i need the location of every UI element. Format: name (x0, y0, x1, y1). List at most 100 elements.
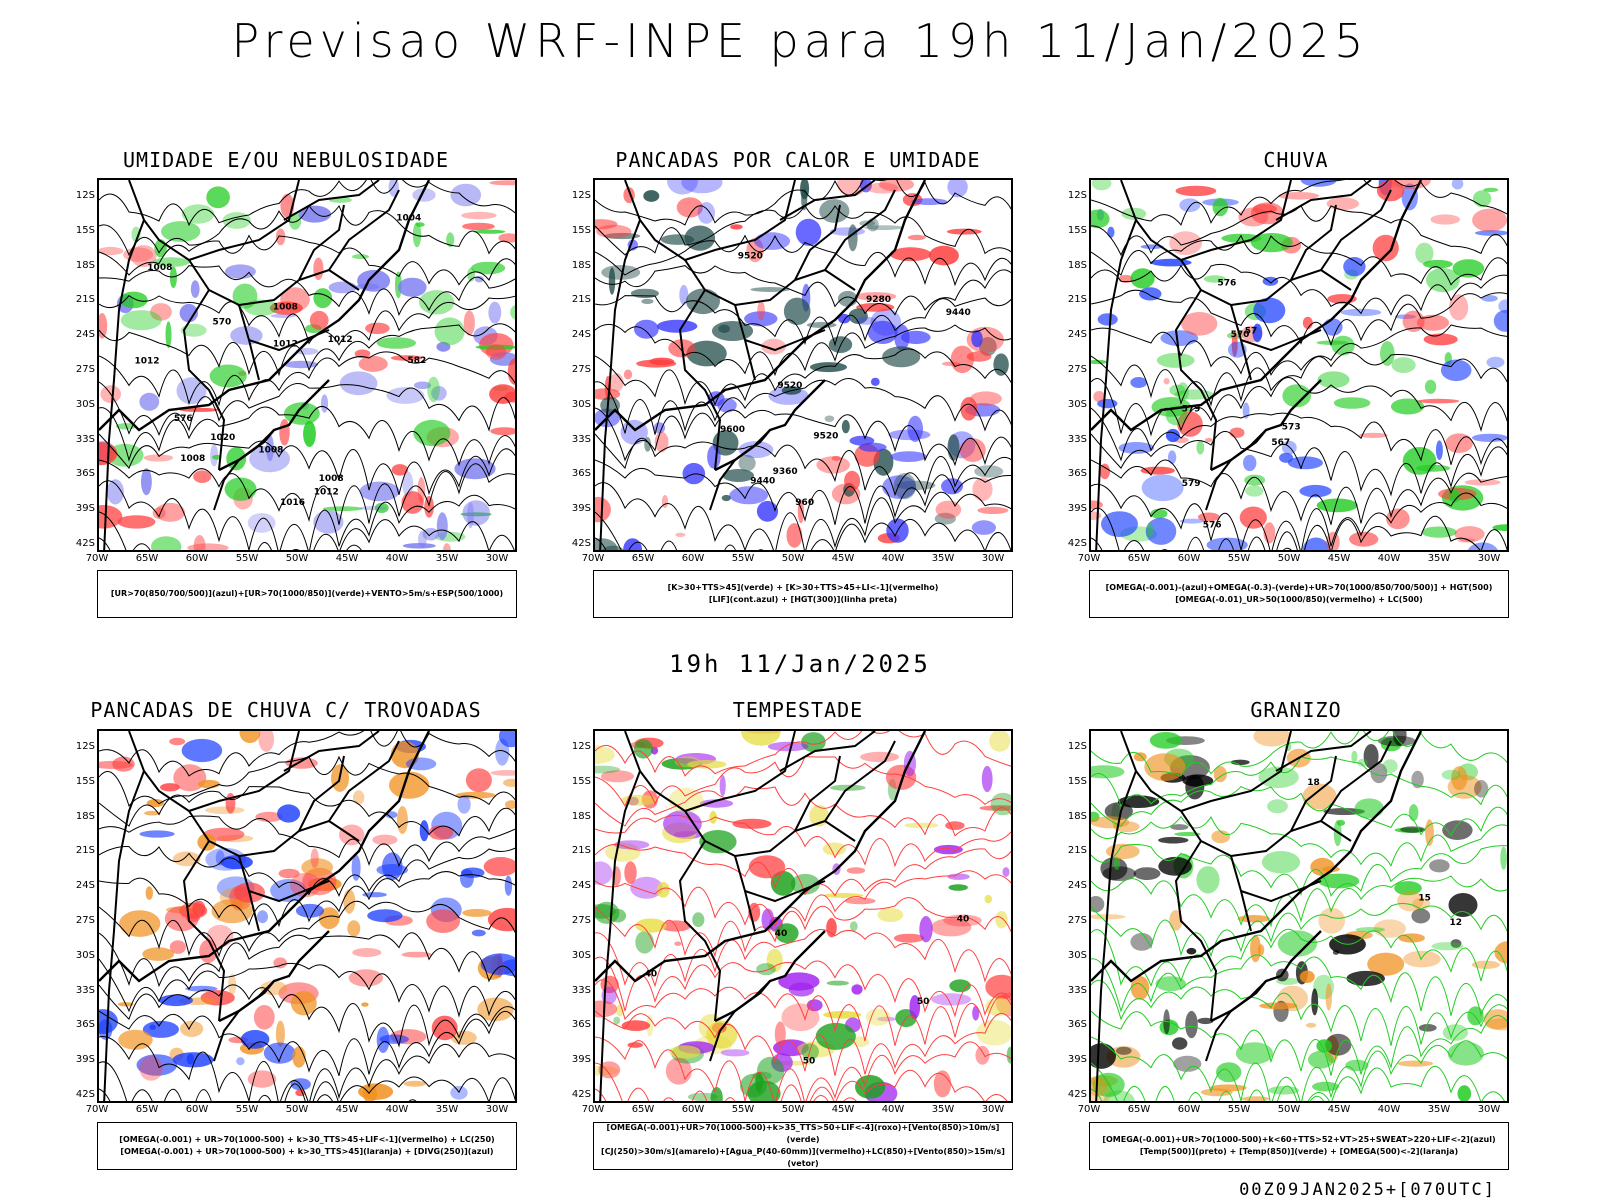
field-patch (211, 899, 253, 924)
field-patch (1237, 915, 1270, 923)
field-patch (398, 277, 427, 297)
field-patch (1245, 485, 1264, 497)
field-patch (1411, 908, 1431, 924)
isoline (99, 958, 515, 1018)
field-patch (990, 792, 1011, 816)
field-patch (270, 879, 307, 902)
field-patch (436, 512, 448, 541)
field-patch (1091, 896, 1105, 913)
field-patch (1267, 799, 1288, 814)
lat-tick-label: 30S (75, 398, 95, 410)
field-patch (815, 1022, 856, 1050)
field-patch (1104, 802, 1133, 821)
field-patch (141, 468, 152, 496)
field-patch (165, 321, 172, 348)
isoline (1091, 407, 1507, 466)
lon-tick-label: 40W (1377, 553, 1401, 564)
map-panel-1: 1008 1008 1012 1004 1016 1008 1012 1008 1012 1008… (97, 178, 517, 552)
field-patch (1415, 242, 1434, 264)
field-patch (1002, 867, 1010, 877)
field-patch (634, 319, 659, 339)
country-border (248, 329, 330, 352)
field-patch (1093, 391, 1106, 403)
field-patch (1196, 440, 1205, 455)
field-patch (1091, 209, 1110, 229)
contour-label: 573 (1282, 423, 1301, 433)
contour-label: 1004 (396, 214, 421, 224)
field-patch (653, 422, 666, 434)
lon-tick-label: 30W (485, 1104, 509, 1115)
field-patch (289, 212, 302, 230)
field-patch (359, 506, 388, 511)
country-border (1095, 219, 1137, 550)
field-patch (674, 756, 701, 768)
contour-label: 50 (917, 997, 930, 1007)
field-patch (710, 1087, 723, 1101)
field-patch (851, 984, 863, 995)
field-patch (722, 469, 755, 482)
lat-tick-label: 15S (571, 224, 591, 236)
lat-tick-label: 36S (571, 468, 591, 480)
map-panel-3: 576 579 573 570 567 579 576 57 (1089, 178, 1509, 552)
field-patch (507, 358, 515, 385)
country-border (744, 880, 826, 903)
lat-tick-label: 24S (571, 880, 591, 892)
field-patch (1169, 231, 1202, 256)
field-patch (139, 1056, 163, 1081)
field-patch (730, 224, 743, 230)
field-patch (1408, 804, 1419, 822)
field-patch (904, 822, 939, 829)
field-patch (434, 317, 465, 346)
field-patch (215, 850, 225, 866)
lon-tick-label: 40W (385, 1104, 409, 1115)
isoline (1091, 263, 1507, 316)
field-patch (206, 186, 230, 209)
field-patch (158, 994, 193, 1007)
lat-tick-label: 18S (571, 810, 591, 822)
field-patch (674, 941, 682, 946)
field-patch (354, 349, 371, 358)
lon-tick-label: 65W (1127, 553, 1151, 564)
lat-tick-label: 33S (75, 433, 95, 445)
field-patch (320, 394, 329, 413)
field-patch (824, 415, 835, 422)
field-patch (151, 536, 182, 550)
field-patch (1363, 744, 1379, 769)
run-stamp: 00Z09JAN2025+[070UTC] (1239, 1180, 1496, 1200)
field-patch (1475, 230, 1507, 236)
field-patch (295, 347, 319, 355)
field-patch (890, 451, 927, 462)
field-patch (1481, 295, 1498, 302)
lat-tick-label: 36S (1067, 1019, 1087, 1031)
field-patch (624, 861, 637, 884)
field-patch (150, 303, 172, 321)
field-patch (719, 775, 726, 797)
contour-label: 1008 (180, 454, 205, 464)
field-patch (596, 224, 632, 239)
country-border (599, 770, 641, 1101)
field-patch (181, 204, 215, 224)
field-patch (1424, 379, 1437, 394)
field-patch (985, 997, 1011, 1016)
isoline (1091, 875, 1507, 928)
lon-tick-label: 60W (1177, 553, 1201, 564)
field-patch (123, 247, 154, 262)
field-patch (1173, 1055, 1202, 1072)
lat-tick-label: 15S (75, 775, 95, 787)
isoline (99, 900, 515, 958)
country-border (1240, 329, 1322, 352)
field-patch (595, 861, 613, 885)
field-patch (1492, 524, 1507, 531)
field-patch (403, 1080, 426, 1087)
field-patch (224, 264, 256, 279)
field-patch (1447, 774, 1482, 799)
isoline (595, 482, 1011, 550)
coastline (99, 731, 431, 983)
field-patch (665, 1057, 692, 1085)
field-patch (1091, 511, 1102, 521)
field-patch (310, 848, 319, 868)
isoline (595, 786, 1011, 837)
field-patch (781, 1003, 820, 1032)
field-patch (1160, 330, 1199, 346)
contour-label: 570 (1231, 330, 1250, 340)
